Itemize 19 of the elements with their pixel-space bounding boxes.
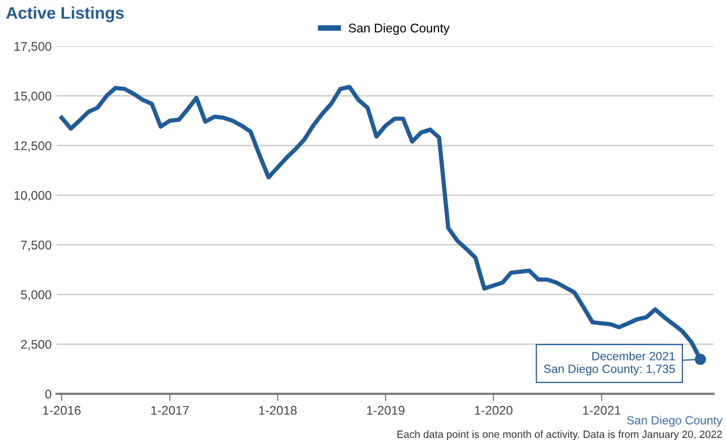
- annotation: December 2021 San Diego County: 1,735: [544, 352, 675, 376]
- y-tick-label: 12,500: [14, 141, 52, 152]
- y-tick-label: 2,500: [21, 340, 52, 350]
- text: Each data point is one month of activity. Data is from January 20, 2022: [397, 430, 722, 440]
- y-tick-label: 5,000: [20, 290, 52, 301]
- x-tick-label: 1-2020: [474, 406, 512, 415]
- y-tick-label: 7,500: [21, 240, 52, 251]
- x-tick-label: 1-2019: [367, 406, 404, 415]
- y-tick-label: 10,000: [14, 190, 52, 202]
- y-tick-label: 0: [45, 390, 52, 398]
- x-tick-label: 1-2018: [259, 406, 297, 415]
- y-tick-label: 15,000: [14, 92, 52, 102]
- x-tick-label: 1-2021: [583, 406, 620, 415]
- legend-label: San Diego County: [348, 23, 450, 35]
- chart-title: Active Listings: [6, 6, 124, 22]
- text: San Diego County: [627, 416, 722, 427]
- x-tick-label: 1-2016: [43, 406, 81, 415]
- y-tick-label: 17,500: [14, 42, 52, 52]
- x-tick-label: 1-2017: [151, 406, 189, 415]
